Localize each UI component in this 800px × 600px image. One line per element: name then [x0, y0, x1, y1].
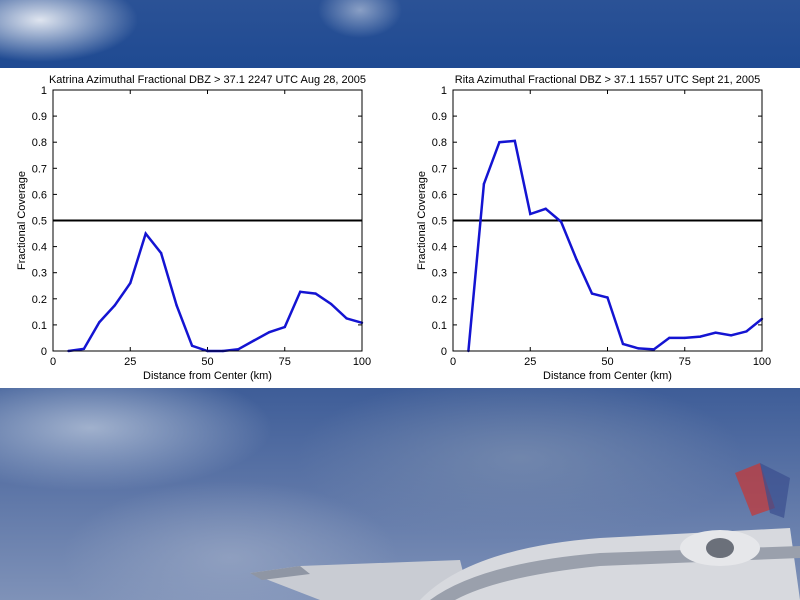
data-point	[729, 334, 733, 337]
y-tick-label: 0	[441, 346, 447, 358]
y-tick-label: 0.8	[32, 137, 47, 149]
y-tick-label: 0.5	[432, 216, 447, 228]
chart-title: Rita Azimuthal Fractional DBZ > 37.1 155…	[455, 74, 760, 86]
data-point	[575, 258, 578, 261]
sky-photo-top	[0, 0, 800, 68]
data-point	[268, 331, 271, 334]
data-point	[745, 330, 748, 333]
series-line	[68, 230, 363, 353]
y-tick-label: 0.1	[32, 320, 47, 332]
data-point	[544, 207, 547, 210]
y-tick-label: 0.4	[32, 242, 47, 254]
y-tick-label: 0.2	[32, 294, 47, 306]
x-tick-label: 50	[601, 356, 613, 368]
data-point	[606, 296, 609, 299]
data-point	[637, 347, 640, 350]
plot-frame	[452, 89, 763, 352]
y-tick-label: 0.6	[32, 189, 47, 201]
data-point	[144, 232, 147, 235]
x-tick-label: 100	[753, 356, 771, 368]
x-tick-label: 50	[201, 356, 213, 368]
x-tick-label: 0	[450, 356, 456, 368]
data-point	[714, 331, 717, 334]
series-line	[467, 139, 763, 352]
y-tick-label: 0.7	[432, 163, 447, 175]
y-tick-label: 1	[41, 85, 47, 97]
y-axis-label: Fractional Coverage	[16, 171, 28, 270]
data-point	[513, 139, 516, 143]
y-tick-label: 0.4	[432, 242, 447, 254]
x-tick-label: 0	[50, 356, 56, 368]
y-axis-label: Fractional Coverage	[416, 171, 428, 270]
data-point	[498, 141, 501, 144]
data-point	[683, 336, 686, 340]
airplane-wing-image	[250, 463, 800, 600]
y-tick-label: 0.3	[432, 268, 447, 280]
data-point	[621, 342, 625, 346]
data-point	[159, 251, 163, 255]
x-tick-label: 25	[124, 356, 136, 368]
data-point	[98, 321, 101, 324]
x-tick-label: 100	[353, 356, 371, 368]
data-point	[299, 290, 302, 293]
x-tick-label: 75	[679, 356, 691, 368]
data-point	[590, 292, 594, 295]
y-tick-label: 0.1	[432, 320, 447, 332]
y-tick-label: 1	[441, 85, 447, 97]
data-point	[345, 317, 348, 320]
y-tick-label: 0.6	[432, 189, 447, 201]
data-point	[668, 336, 671, 340]
data-point	[314, 292, 317, 295]
chart-2: Rita Azimuthal Fractional DBZ > 37.1 155…	[416, 74, 771, 382]
data-point	[237, 347, 240, 351]
y-tick-label: 0.5	[32, 216, 47, 228]
data-point	[113, 304, 117, 307]
y-tick-label: 0.9	[32, 111, 47, 123]
y-tick-label: 0.8	[432, 137, 447, 149]
data-point	[559, 220, 563, 224]
data-point	[252, 339, 256, 342]
data-point	[699, 335, 702, 338]
sky-photo-bottom	[0, 388, 800, 600]
x-axis-label: Distance from Center (km)	[143, 370, 272, 382]
data-point	[129, 281, 132, 285]
x-axis-label: Distance from Center (km)	[543, 370, 672, 382]
chart-1: Katrina Azimuthal Fractional DBZ > 37.1 …	[16, 74, 371, 382]
y-tick-label: 0.9	[432, 111, 447, 123]
x-tick-label: 25	[524, 356, 536, 368]
plot-frame	[52, 89, 363, 352]
data-point	[82, 347, 86, 351]
data-point	[175, 304, 178, 307]
data-point	[329, 302, 333, 306]
data-point	[190, 344, 194, 347]
data-point	[283, 325, 286, 329]
y-tick-label: 0	[41, 346, 47, 358]
x-tick-label: 75	[279, 356, 291, 368]
chart-title: Katrina Azimuthal Fractional DBZ > 37.1 …	[49, 74, 366, 86]
charts-svg: Katrina Azimuthal Fractional DBZ > 37.1 …	[16, 74, 771, 382]
data-point	[652, 348, 656, 351]
data-point	[529, 212, 532, 216]
y-tick-label: 0.3	[32, 268, 47, 280]
y-tick-label: 0.2	[432, 294, 447, 306]
y-tick-label: 0.7	[32, 163, 47, 175]
chart-panel: Katrina Azimuthal Fractional DBZ > 37.1 …	[0, 68, 800, 388]
data-point	[482, 182, 486, 186]
